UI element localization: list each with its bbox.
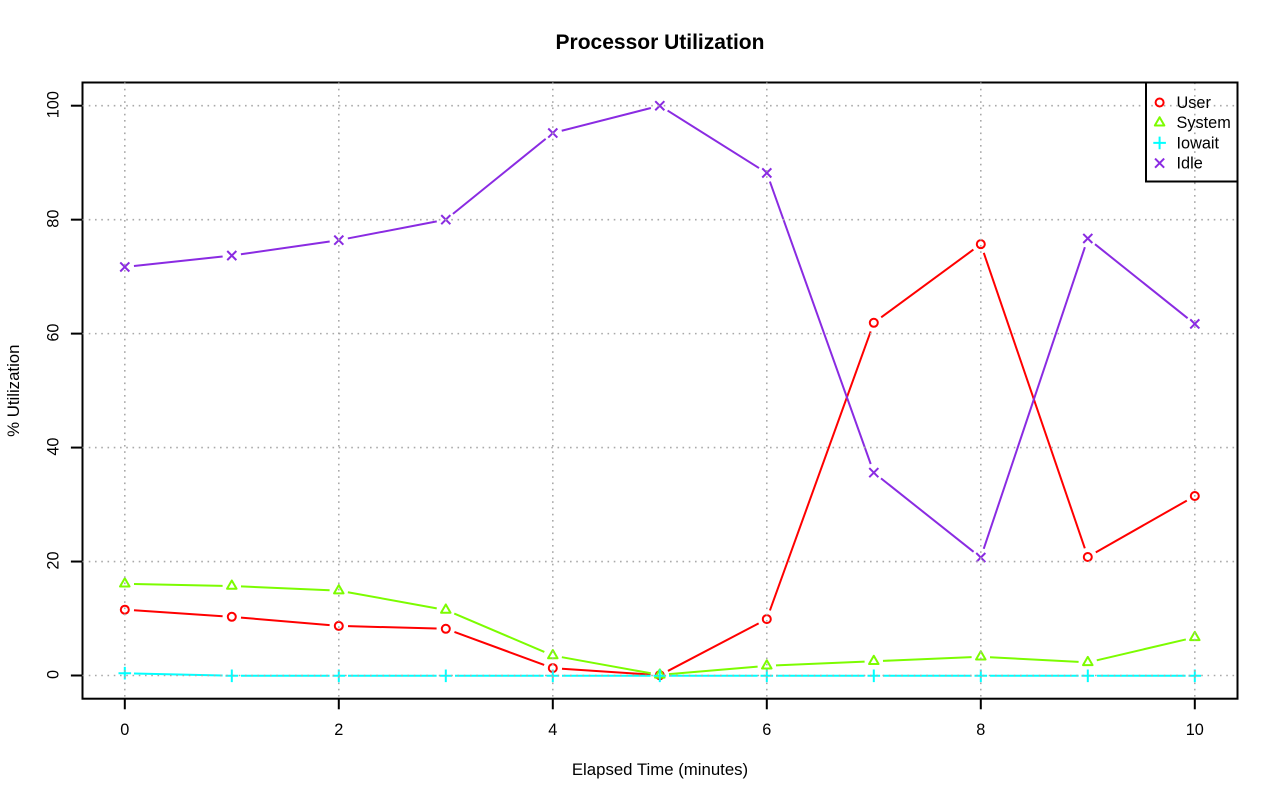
svg-text:20: 20 [45, 551, 63, 569]
svg-text:0: 0 [120, 721, 129, 739]
svg-text:0: 0 [45, 670, 63, 679]
svg-text:6: 6 [762, 721, 771, 739]
svg-text:System: System [1177, 114, 1231, 132]
svg-text:4: 4 [548, 721, 557, 739]
svg-text:40: 40 [45, 438, 63, 456]
svg-text:Idle: Idle [1177, 155, 1203, 173]
svg-text:8: 8 [976, 721, 985, 739]
svg-text:60: 60 [45, 324, 63, 342]
svg-text:2: 2 [334, 721, 343, 739]
svg-text:Iowait: Iowait [1177, 134, 1220, 152]
svg-text:100: 100 [45, 91, 63, 118]
svg-text:80: 80 [45, 210, 63, 228]
svg-text:Elapsed Time (minutes): Elapsed Time (minutes) [572, 760, 748, 779]
svg-text:10: 10 [1186, 721, 1204, 739]
svg-text:User: User [1177, 94, 1212, 112]
svg-text:Processor Utilization: Processor Utilization [556, 31, 765, 54]
svg-text:% Utilization: % Utilization [4, 345, 23, 437]
